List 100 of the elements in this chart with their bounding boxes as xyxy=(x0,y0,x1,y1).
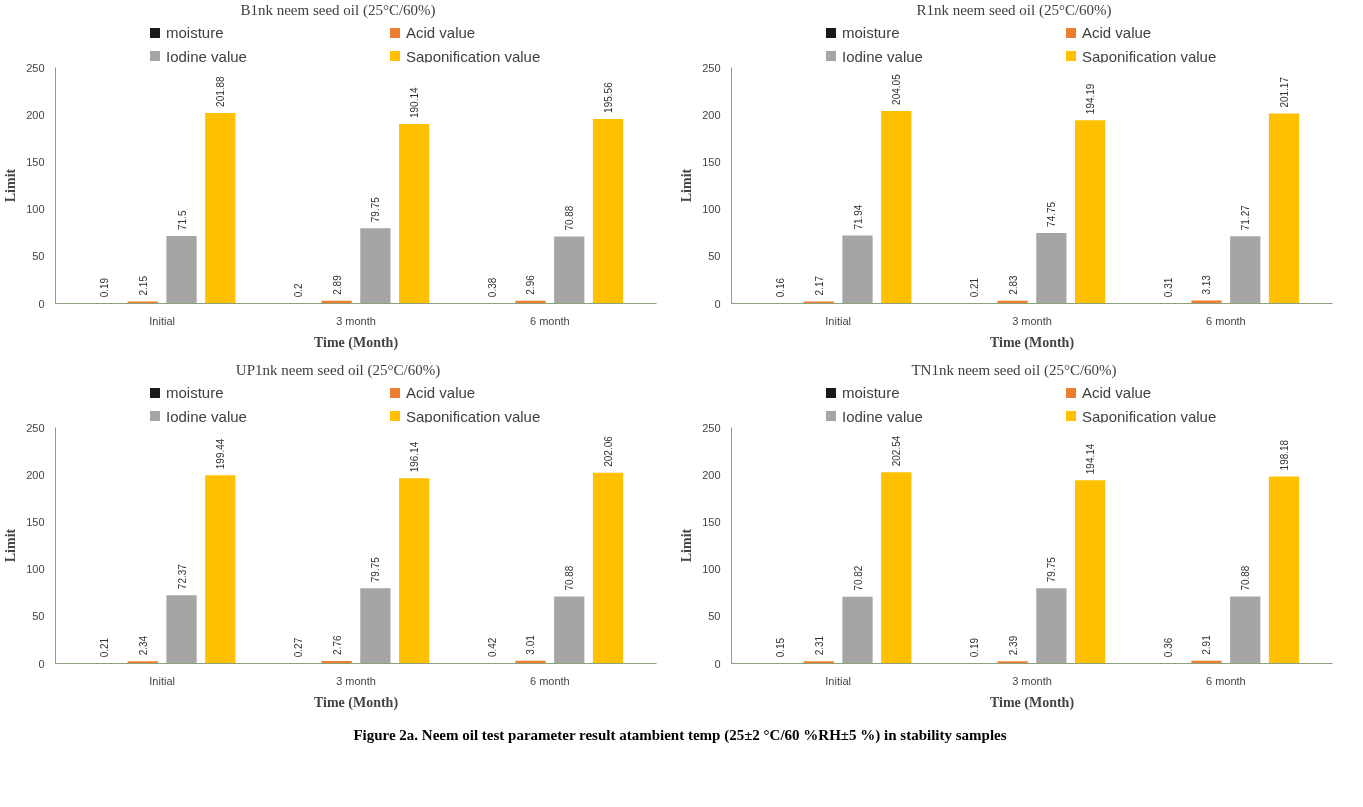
data-label: 0.42 xyxy=(486,637,498,658)
legend-label: Saponification value xyxy=(405,406,542,427)
caption: Figure 2a. Neem oil test parameter result atambient temp (25±2 °C/60 %RH±5 %) in stability samples xyxy=(353,726,1007,745)
y-tick-label: 50 xyxy=(708,610,721,623)
bar xyxy=(592,118,624,304)
bar xyxy=(360,228,391,304)
bar xyxy=(554,596,585,664)
legend-label: Acid value xyxy=(1081,23,1153,44)
data-label: 195.56 xyxy=(603,81,615,113)
y-tick-label: 200 xyxy=(702,468,721,481)
bar xyxy=(842,235,873,304)
x-tick-label: Initial xyxy=(149,314,175,327)
data-label: 2.91 xyxy=(1201,634,1213,655)
legend-label: Acid value xyxy=(1081,383,1153,404)
x-tick-label: 3 month xyxy=(1012,674,1052,687)
data-label: 0.27 xyxy=(292,637,304,658)
data-label: 202.06 xyxy=(603,435,615,467)
legend-label: Saponification value xyxy=(1081,46,1218,67)
y-tick-label: 150 xyxy=(26,155,45,168)
y-tick-label: 200 xyxy=(702,108,721,121)
bar xyxy=(997,661,1028,664)
bar xyxy=(399,124,430,304)
x-axis-title: Time (Month) xyxy=(313,694,399,711)
x-axis-title: Time (Month) xyxy=(989,694,1075,711)
y-tick-label: 100 xyxy=(26,203,45,216)
y-tick-label: 100 xyxy=(702,563,721,576)
y-tick-label: 0 xyxy=(38,297,45,310)
data-label: 79.75 xyxy=(1046,556,1058,583)
y-tick-label: 50 xyxy=(32,250,45,263)
bar xyxy=(399,478,430,664)
y-axis-title: Limit xyxy=(3,528,19,563)
bar xyxy=(1075,120,1106,304)
data-label: 2.96 xyxy=(525,274,537,295)
x-tick-label: 3 month xyxy=(336,674,376,687)
data-label: 3.01 xyxy=(525,634,537,655)
bar xyxy=(1230,596,1261,664)
data-label: 70.82 xyxy=(852,565,864,591)
data-label: 198.18 xyxy=(1279,439,1291,471)
data-label: 0.19 xyxy=(98,277,110,298)
data-label: 0.19 xyxy=(968,637,980,658)
bar xyxy=(1268,113,1300,304)
data-label: 196.14 xyxy=(409,441,421,473)
y-tick-label: 150 xyxy=(26,515,45,528)
bar xyxy=(1230,236,1261,304)
x-tick-label: 6 month xyxy=(530,314,570,327)
legend-label: Iodine value xyxy=(165,406,248,427)
y-tick-label: 50 xyxy=(32,610,45,623)
legend-label: moisture xyxy=(165,23,225,44)
data-label: 0.21 xyxy=(98,637,110,658)
y-tick-label: 150 xyxy=(702,515,721,528)
data-label: 0.15 xyxy=(774,637,786,658)
legend-label: Acid value xyxy=(405,23,477,44)
data-label: 79.75 xyxy=(370,196,382,223)
y-axis-title: Limit xyxy=(3,168,19,203)
data-label: 2.34 xyxy=(137,635,149,656)
data-label: 0.36 xyxy=(1162,637,1174,658)
data-label: 74.75 xyxy=(1046,201,1058,227)
data-label: 0.31 xyxy=(1162,277,1174,298)
legend-label: moisture xyxy=(165,383,225,404)
bar xyxy=(881,110,912,304)
data-label: 2.83 xyxy=(1007,274,1019,295)
x-tick-label: Initial xyxy=(149,674,175,687)
bar xyxy=(1036,588,1067,664)
y-tick-label: 100 xyxy=(702,203,721,216)
y-tick-label: 150 xyxy=(702,155,721,168)
y-tick-label: 50 xyxy=(708,250,721,263)
data-label: 71.5 xyxy=(176,210,188,230)
data-label: 0.2 xyxy=(292,282,304,298)
data-label: 70.88 xyxy=(1240,565,1252,591)
data-label: 2.39 xyxy=(1007,635,1019,656)
legend-label: Saponification value xyxy=(405,46,542,67)
bar xyxy=(842,596,873,664)
data-label: 201.17 xyxy=(1279,76,1291,108)
bar xyxy=(166,236,197,304)
y-tick-label: 250 xyxy=(26,61,45,74)
chart-title: B1nk neem seed oil (25°C/60%) xyxy=(240,1,436,20)
x-tick-label: Initial xyxy=(825,674,851,687)
x-tick-label: 3 month xyxy=(336,314,376,327)
bar xyxy=(803,661,834,664)
data-label: 202.54 xyxy=(891,435,903,467)
bar xyxy=(127,301,158,304)
x-axis-title: Time (Month) xyxy=(989,334,1075,351)
legend-label: Saponification value xyxy=(1081,406,1218,427)
legend-label: Acid value xyxy=(405,383,477,404)
chart-title: TN1nk neem seed oil (25°C/60%) xyxy=(911,361,1117,380)
y-tick-label: 250 xyxy=(26,421,45,434)
bar xyxy=(166,595,197,664)
x-tick-label: Initial xyxy=(825,314,851,327)
data-label: 70.88 xyxy=(564,205,576,231)
data-label: 194.14 xyxy=(1085,443,1097,475)
bar xyxy=(803,301,834,304)
data-label: 2.15 xyxy=(137,275,149,296)
y-axis-title: Limit xyxy=(679,168,695,203)
y-tick-label: 0 xyxy=(38,657,45,670)
bar xyxy=(1268,476,1300,664)
y-tick-label: 250 xyxy=(702,61,721,74)
data-label: 2.17 xyxy=(813,275,825,296)
legend-label: Iodine value xyxy=(841,406,924,427)
y-tick-label: 200 xyxy=(26,108,45,121)
y-tick-label: 100 xyxy=(26,563,45,576)
